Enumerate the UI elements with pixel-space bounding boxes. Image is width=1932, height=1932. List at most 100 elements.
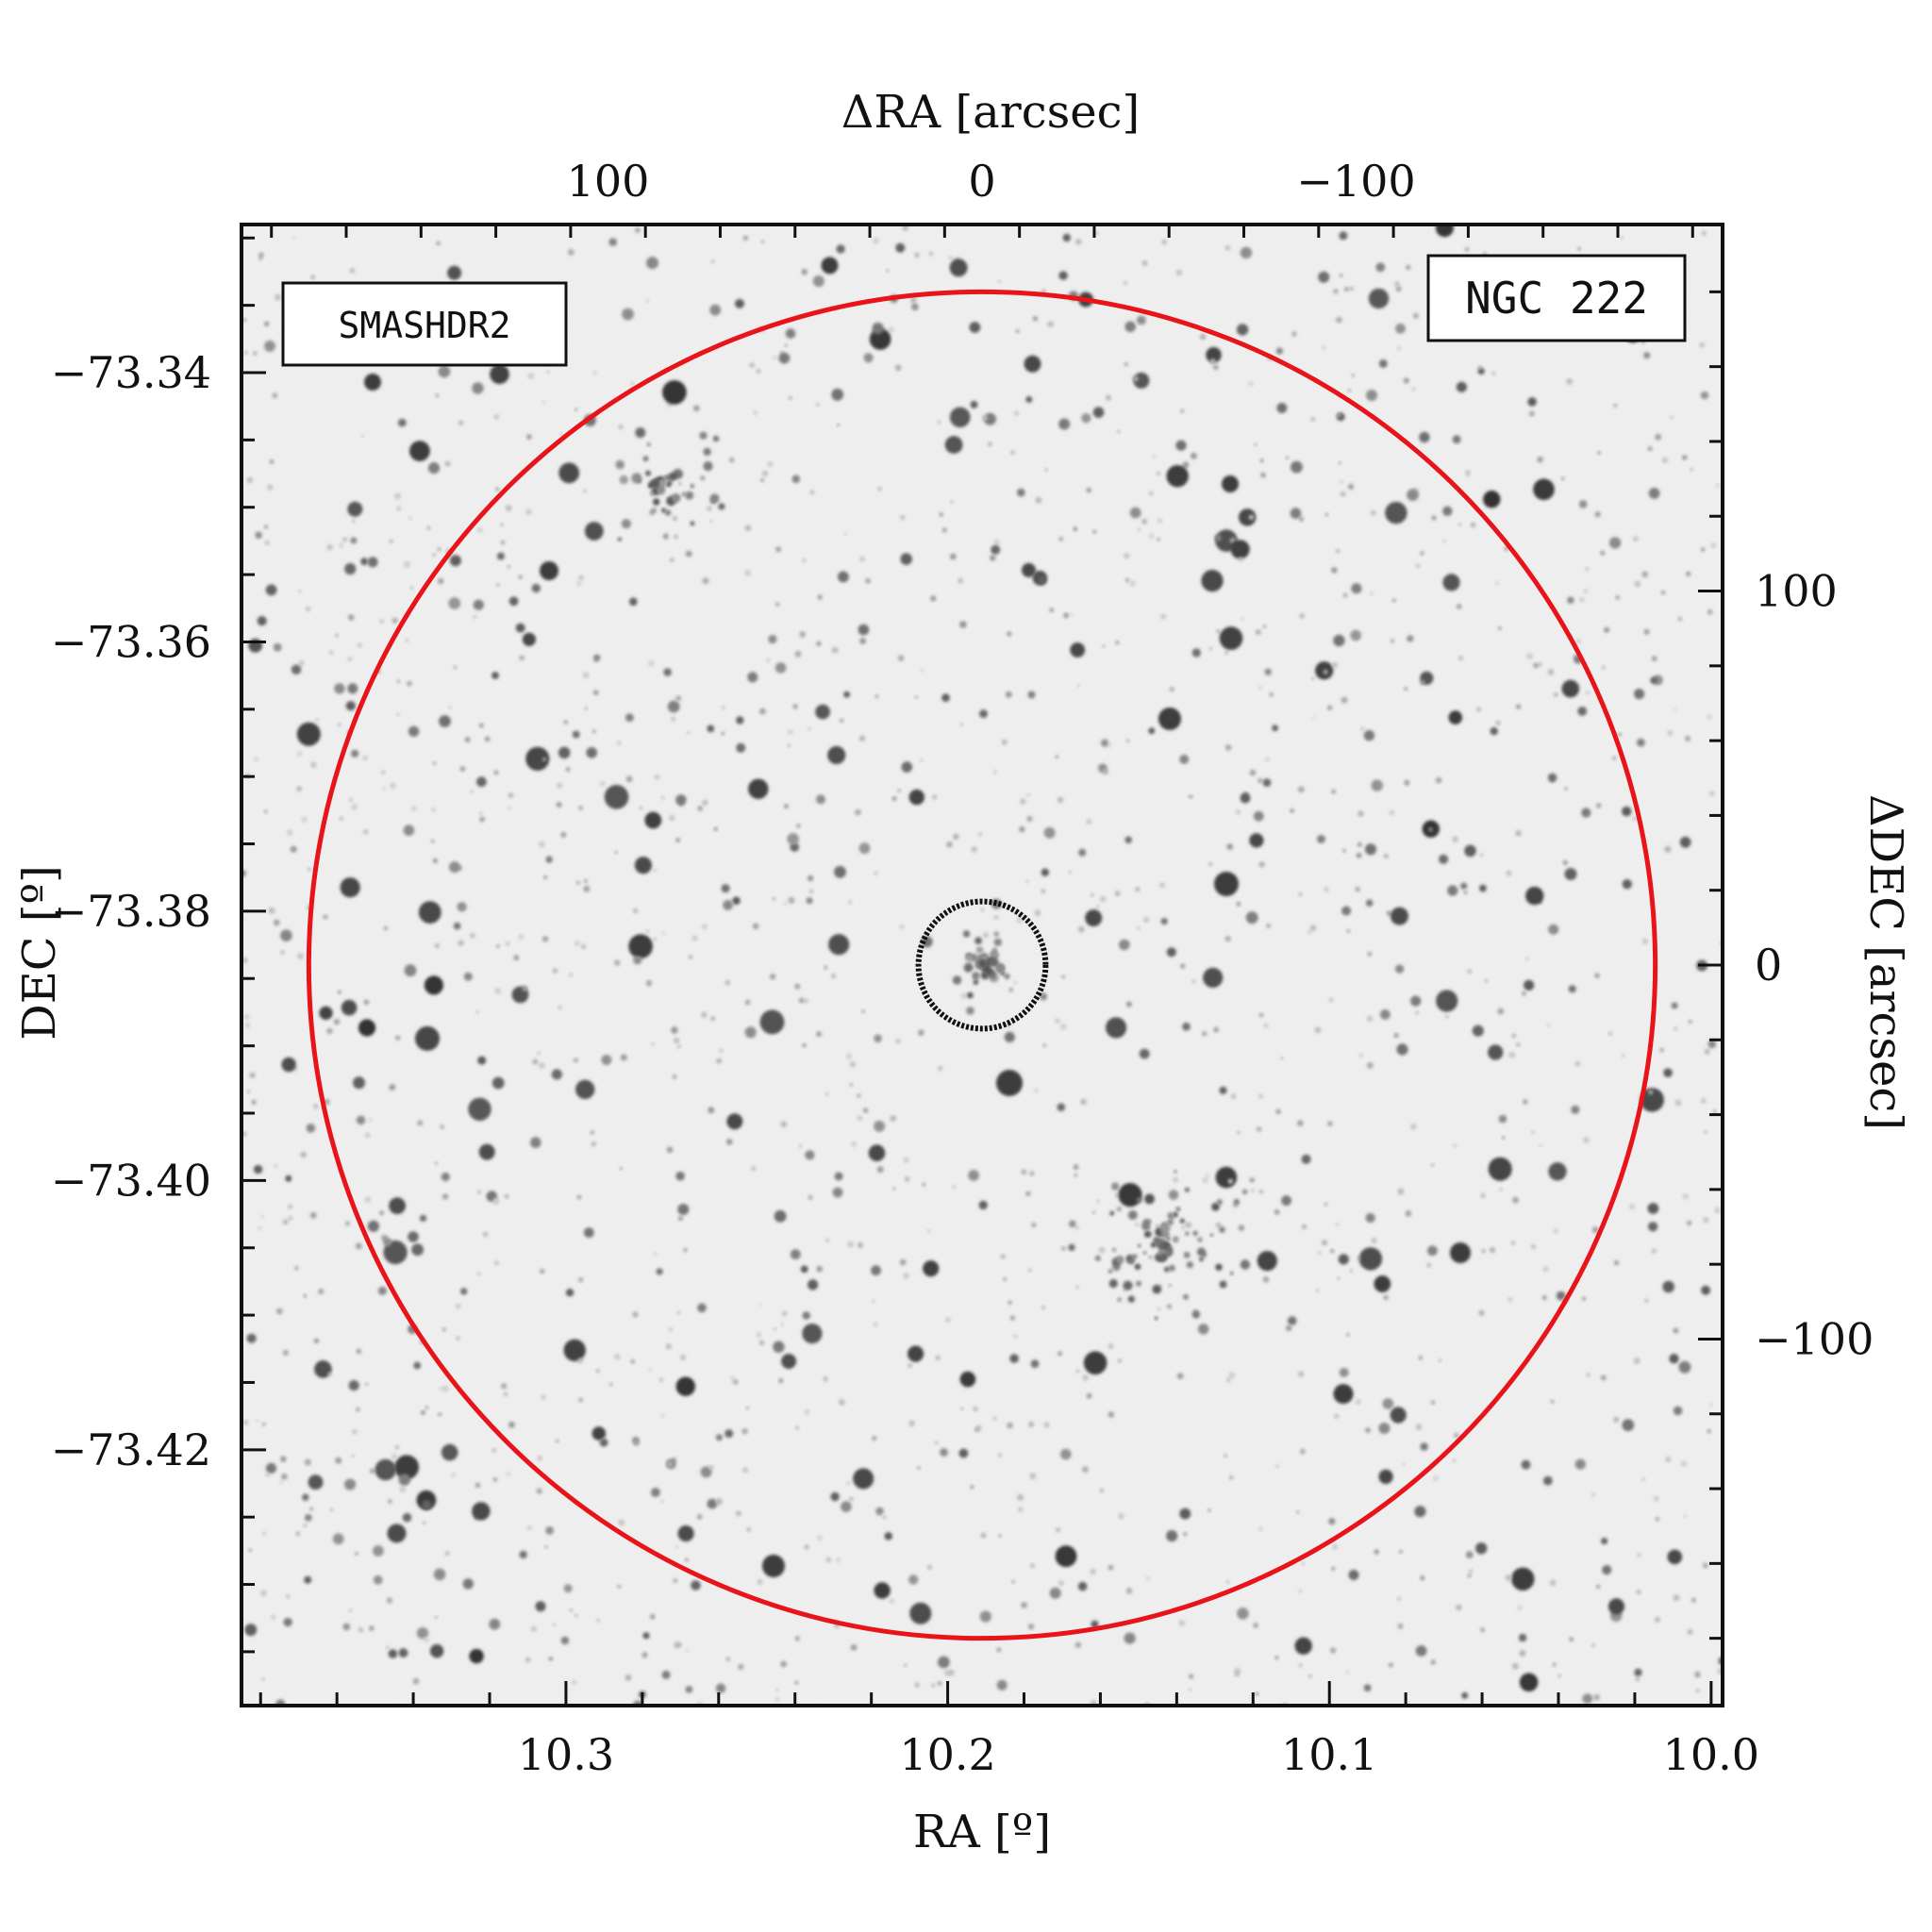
star: [1137, 315, 1146, 325]
star: [563, 1339, 586, 1362]
star: [432, 553, 436, 557]
star: [638, 479, 641, 484]
star: [736, 716, 744, 724]
star: [979, 1610, 991, 1623]
star: [1389, 1662, 1393, 1668]
star: [1667, 730, 1674, 736]
star: [937, 420, 941, 425]
star: [702, 799, 708, 806]
star: [1041, 868, 1050, 876]
star: [1258, 1012, 1264, 1018]
star: [476, 776, 487, 788]
star: [847, 1241, 854, 1248]
star: [997, 1453, 1003, 1457]
star: [1224, 1454, 1227, 1457]
star: [1700, 547, 1706, 552]
star: [1102, 644, 1106, 648]
star: [1707, 1429, 1711, 1434]
star: [591, 1426, 607, 1441]
star: [1264, 668, 1272, 675]
star: [1027, 691, 1036, 699]
star: [379, 1210, 384, 1216]
star: [673, 1578, 678, 1584]
star: [1241, 1189, 1248, 1195]
star: [1370, 591, 1374, 595]
star: [1663, 1068, 1673, 1077]
star: [464, 737, 471, 743]
star: [806, 897, 813, 905]
star: [1237, 1607, 1249, 1620]
star: [1622, 1054, 1625, 1058]
star: [299, 660, 305, 666]
star: [785, 328, 796, 339]
star: [1077, 925, 1085, 933]
star: [1699, 341, 1706, 348]
star: [831, 388, 844, 401]
star: [1159, 882, 1165, 889]
star: [288, 1204, 293, 1209]
star: [1144, 1193, 1155, 1205]
star: [1173, 1211, 1178, 1218]
star: [422, 1521, 426, 1525]
star: [1338, 1254, 1349, 1265]
star: [1614, 1260, 1620, 1266]
star: [1180, 408, 1185, 413]
star: [1333, 634, 1345, 647]
star: [1577, 707, 1588, 716]
star: [721, 705, 726, 710]
star: [661, 931, 666, 936]
star: [453, 922, 461, 930]
star: [649, 478, 659, 489]
star: [1396, 1596, 1402, 1602]
star: [1157, 1307, 1161, 1311]
star: [1495, 720, 1501, 725]
star: [318, 1289, 325, 1295]
star: [1511, 1033, 1517, 1039]
star: [633, 1439, 640, 1446]
star: [344, 562, 357, 575]
star: [773, 1327, 777, 1331]
star: [599, 780, 606, 787]
star: [1312, 716, 1316, 720]
star: [1124, 553, 1130, 559]
star: [1346, 929, 1351, 933]
star: [838, 1399, 845, 1406]
star: [849, 1497, 854, 1502]
star: [1716, 483, 1721, 488]
star: [434, 1161, 439, 1165]
star: [1154, 1316, 1158, 1321]
star: [748, 778, 769, 799]
star: [710, 259, 715, 264]
star: [871, 1299, 875, 1304]
star: [944, 436, 963, 454]
star: [1435, 225, 1454, 238]
star: [1230, 1093, 1237, 1100]
star: [1465, 472, 1471, 477]
star: [851, 1141, 857, 1147]
star: [1179, 1507, 1191, 1520]
star: [1655, 1516, 1660, 1522]
star: [1125, 1001, 1132, 1008]
star: [1585, 566, 1590, 572]
star: [859, 638, 866, 644]
star: [525, 1657, 531, 1663]
star: [1227, 1178, 1234, 1184]
star: [744, 999, 751, 1006]
star: [620, 1054, 627, 1061]
star: [1355, 886, 1360, 892]
star: [911, 303, 919, 311]
star: [310, 761, 317, 769]
star: [817, 594, 823, 600]
star: [303, 1294, 308, 1298]
star: [772, 897, 776, 901]
star: [1332, 1544, 1339, 1550]
star: [1058, 1351, 1063, 1357]
star: [1393, 1033, 1399, 1039]
star: [1330, 1249, 1335, 1254]
star: [1263, 1024, 1269, 1028]
star: [1074, 1641, 1081, 1648]
star: [342, 1623, 351, 1631]
star: [386, 1597, 393, 1604]
star: [545, 1526, 554, 1535]
star: [1453, 1432, 1459, 1439]
